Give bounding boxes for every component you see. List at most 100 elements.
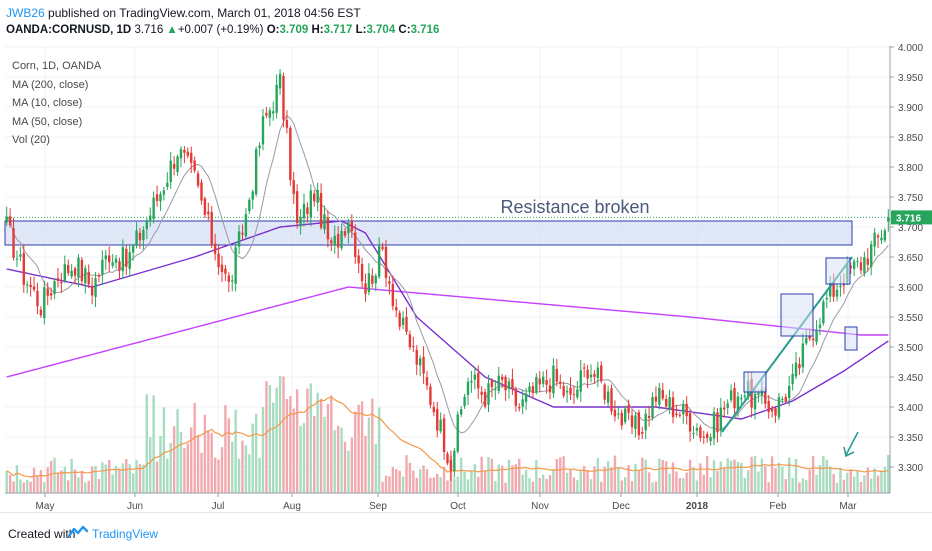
candle <box>425 371 429 391</box>
volume-bar <box>190 427 193 493</box>
volume-bar <box>818 464 822 493</box>
volume-bar <box>784 479 787 493</box>
candle-body <box>285 119 289 128</box>
candle <box>688 410 692 442</box>
candle <box>538 371 541 393</box>
volume-bar <box>43 482 46 493</box>
volume-bar <box>32 467 36 493</box>
candle-body <box>289 127 292 181</box>
candle-body <box>309 190 313 217</box>
candle-body <box>603 384 606 400</box>
candle <box>552 358 555 399</box>
volume-bar <box>685 472 688 493</box>
candle-body <box>856 261 859 263</box>
candle-body <box>504 376 507 391</box>
volume-bar <box>535 459 538 493</box>
candle-body <box>179 149 183 159</box>
resistance-zone <box>4 220 853 246</box>
volume-bar <box>200 453 203 493</box>
x-tick-label: Mar <box>839 501 857 512</box>
candle <box>719 398 723 437</box>
candle <box>371 268 374 288</box>
candle <box>600 361 603 384</box>
candle <box>442 413 446 460</box>
candle-body <box>22 253 25 285</box>
candle <box>131 243 135 261</box>
candle-body <box>873 232 876 247</box>
candle <box>350 214 354 238</box>
volume-bar <box>552 470 555 493</box>
volume-bar <box>859 482 863 493</box>
candle-body <box>582 367 586 369</box>
candle <box>32 276 36 292</box>
candle <box>166 172 169 190</box>
candle <box>528 382 531 397</box>
candle <box>541 371 545 388</box>
candle-body <box>647 416 651 418</box>
volume-bar <box>654 481 658 493</box>
volume-bar <box>265 381 268 493</box>
candle-body <box>60 281 63 284</box>
candle <box>630 409 634 435</box>
volume-bar <box>217 459 220 493</box>
volume-bar <box>439 477 442 493</box>
x-tick-label: Oct <box>450 501 466 512</box>
legend-ma10[interactable]: MA (10, close) <box>12 97 83 109</box>
candle <box>367 263 371 296</box>
candle-body <box>401 317 405 325</box>
author-link[interactable]: JWB26 <box>6 6 45 20</box>
candle-body <box>695 427 699 431</box>
candle-body <box>131 245 135 253</box>
volume-bar <box>883 466 887 493</box>
candle <box>196 170 200 189</box>
volume-bar <box>131 473 135 493</box>
candle-body <box>234 247 237 284</box>
candle <box>36 282 39 315</box>
price-chart[interactable]: Resistance broken 4.000 3.950 3.900 3.850 3.8… <box>0 0 932 512</box>
tradingview-brand-link[interactable]: TradingView <box>92 527 159 541</box>
candle-body <box>545 379 548 385</box>
volume-bar <box>545 478 548 493</box>
legend-ma50[interactable]: MA (50, close) <box>12 115 83 128</box>
candle <box>309 184 313 227</box>
candle <box>251 189 254 209</box>
volume-bar <box>213 457 217 493</box>
volume-bar <box>241 440 244 493</box>
candle <box>111 254 114 269</box>
volume-bar <box>306 388 309 493</box>
candle <box>149 207 152 227</box>
candle <box>53 278 56 300</box>
volume-bar <box>142 464 145 493</box>
volume-bar <box>278 375 282 493</box>
candle-body <box>514 389 518 406</box>
candle <box>579 359 582 402</box>
volume-bar <box>56 473 60 493</box>
candle-body <box>29 284 32 287</box>
volume-bar <box>825 459 828 493</box>
volume-bar <box>692 467 695 493</box>
legend-series-title[interactable]: Corn, 1D, OANDA <box>12 60 102 72</box>
candle <box>658 382 661 410</box>
candle <box>818 317 822 336</box>
candle <box>145 218 149 239</box>
candle-body <box>593 374 596 377</box>
candle-body <box>723 407 726 410</box>
volume-bar <box>589 479 593 493</box>
candle <box>774 405 777 423</box>
legend-ma200[interactable]: MA (200, close) <box>12 78 89 91</box>
x-tick-label: Jun <box>127 501 143 512</box>
candle-body <box>70 270 73 277</box>
candle <box>675 404 678 418</box>
candle-body <box>15 258 19 260</box>
candle <box>801 332 805 374</box>
legend-vol[interactable]: Vol (20) <box>12 134 50 146</box>
tradingview-logo-icon[interactable] <box>68 524 88 540</box>
candle <box>644 408 647 440</box>
volume-bar <box>162 407 166 493</box>
candle <box>190 146 193 173</box>
candle <box>767 394 770 419</box>
candle <box>545 369 548 394</box>
candle <box>572 385 576 405</box>
candle-body <box>572 394 576 396</box>
candle-body <box>12 228 15 258</box>
